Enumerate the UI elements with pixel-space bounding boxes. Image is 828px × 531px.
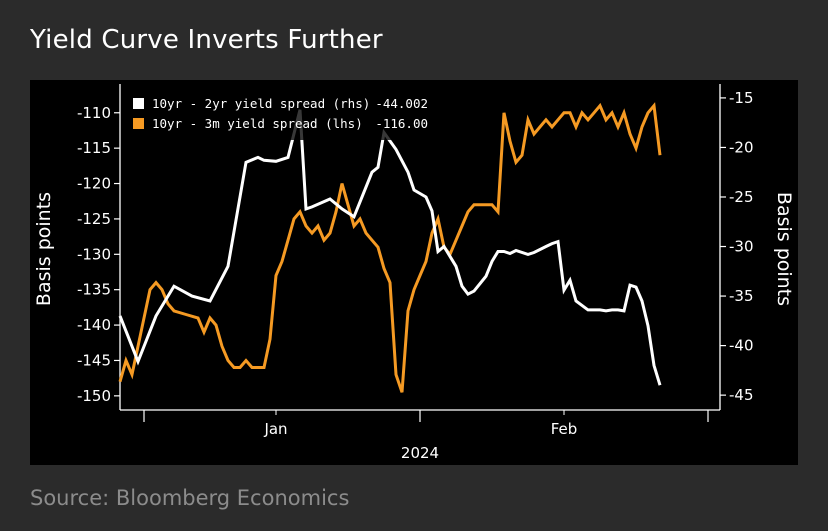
line-chart: -110 -115 -120 -125 -130 -135 -140 -145 -150 -15 -… — [30, 80, 798, 465]
series-layer — [118, 102, 662, 393]
chart-legend: 10yr - 2yr yield spread (rhs) -44.002 10yr… — [126, 94, 432, 140]
y-right-tick-label: -30 — [729, 238, 754, 256]
y-left-tick-label: -150 — [77, 387, 111, 405]
legend-label: 10yr - 2yr yield spread (rhs) — [152, 96, 370, 111]
y-left-tick-label: -110 — [77, 104, 111, 122]
legend-background — [126, 94, 432, 140]
y-right-tick-label: -40 — [729, 337, 754, 355]
x-tick-label: Jan — [263, 420, 287, 438]
y-axis-left-title: Basis points — [33, 192, 55, 306]
legend-swatch — [133, 98, 144, 109]
legend-value: -116.00 — [375, 116, 428, 131]
axes-layer: -110 -115 -120 -125 -130 -135 -140 -145 -150 -15 -… — [33, 84, 795, 462]
chart-background — [30, 80, 798, 465]
x-tick-label: Feb — [551, 420, 578, 438]
y-left-tick-label: -115 — [77, 139, 111, 157]
legend-label: 10yr - 3m yield spread (lhs) — [152, 116, 363, 131]
source-note: Source: Bloomberg Economics — [30, 486, 350, 510]
y-right-tick-label: -45 — [729, 386, 754, 404]
legend-swatch — [133, 118, 144, 129]
y-right-tick-label: -25 — [729, 188, 754, 206]
y-right-tick-label: -15 — [729, 89, 754, 107]
y-left-tick-label: -130 — [77, 245, 111, 263]
series-line-rhs — [118, 109, 662, 386]
series-line-lhs — [118, 102, 662, 393]
y-right-tick-label: -35 — [729, 287, 754, 305]
chart-title: Yield Curve Inverts Further — [30, 25, 383, 55]
y-left-tick-label: -135 — [77, 281, 111, 299]
legend-value: -44.002 — [375, 96, 428, 111]
y-left-tick-label: -120 — [77, 175, 111, 193]
y-right-tick-label: -20 — [729, 138, 754, 156]
y-axis-right-title: Basis points — [773, 192, 795, 306]
y-left-tick-label: -140 — [77, 316, 111, 334]
y-left-tick-label: -125 — [77, 210, 111, 228]
y-left-tick-label: -145 — [77, 351, 111, 369]
x-year-label: 2024 — [401, 444, 439, 462]
